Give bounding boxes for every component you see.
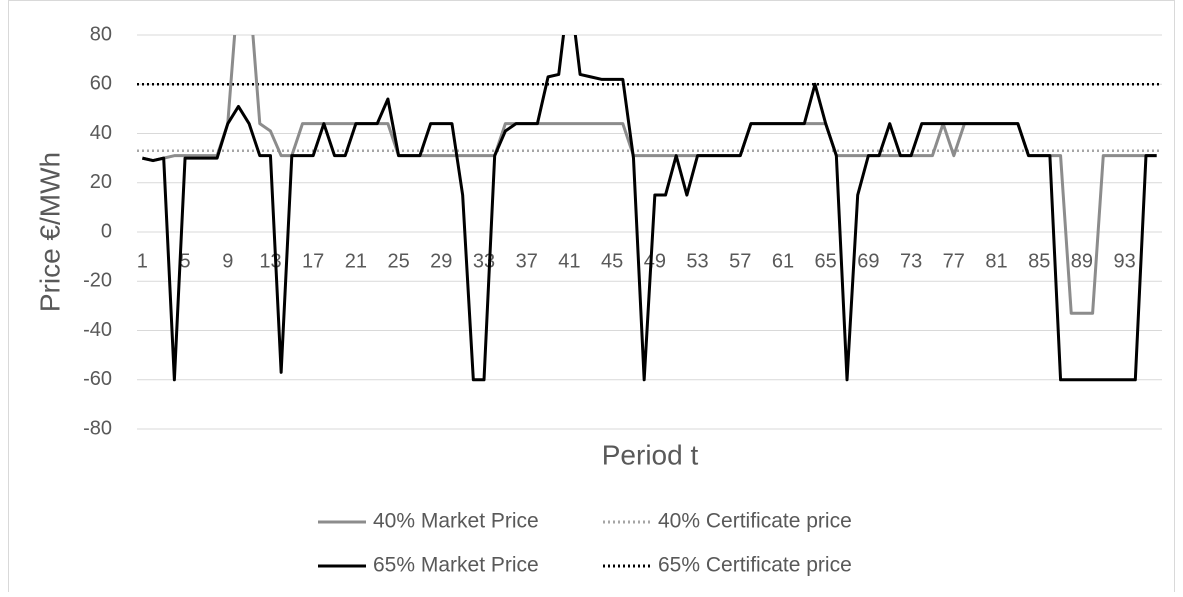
x-tick-label: 5 [179,250,190,272]
x-tick-label: 77 [943,250,965,272]
x-tick-label: 1 [137,250,148,272]
y-tick-label: -60 [83,368,112,390]
plot-area [137,35,1162,382]
legend-label: 40% Market Price [373,510,539,533]
y-tick-label: -20 [83,270,112,292]
x-tick-label: 85 [1028,250,1050,272]
y-tick-label: 60 [90,73,112,95]
x-tick-label: 61 [772,250,794,272]
x-tick-label: 89 [1071,250,1093,272]
y-tick-label: 80 [90,23,112,45]
y-tick-label: -40 [83,319,112,341]
market-price-line [142,35,1157,382]
x-tick-label: 73 [900,250,922,272]
chart-border [8,0,1175,597]
x-tick-label: 29 [430,250,452,272]
y-tick-label: -80 [83,417,112,439]
x-tick-label: 9 [222,250,233,272]
x-tick-label: 69 [857,250,879,272]
x-tick-label: 13 [259,250,281,272]
x-tick-label: 17 [302,250,324,272]
x-tick-label: 33 [473,250,495,272]
legend-label: 65% Certificate price [658,554,852,577]
y-tick-label: 20 [90,171,112,193]
x-tick-label: 45 [601,250,623,272]
x-tick-label: 81 [985,250,1007,272]
x-tick-label: 21 [345,250,367,272]
x-tick-label: 49 [644,250,666,272]
x-tick-label: 41 [558,250,580,272]
x-tick-label: 65 [815,250,837,272]
x-tick-label: 37 [516,250,538,272]
x-tick-label: 25 [387,250,409,272]
legend-label: 40% Certificate price [658,510,852,533]
y-axis-title: Price €/MWh [34,152,65,312]
x-tick-label: 93 [1114,250,1136,272]
x-axis-title: Period t [602,439,699,470]
legend-label: 65% Market Price [373,554,539,577]
y-tick-label: 0 [101,220,112,242]
x-tick-label: 57 [729,250,751,272]
y-tick-label: 40 [90,122,112,144]
x-tick-label: 53 [686,250,708,272]
